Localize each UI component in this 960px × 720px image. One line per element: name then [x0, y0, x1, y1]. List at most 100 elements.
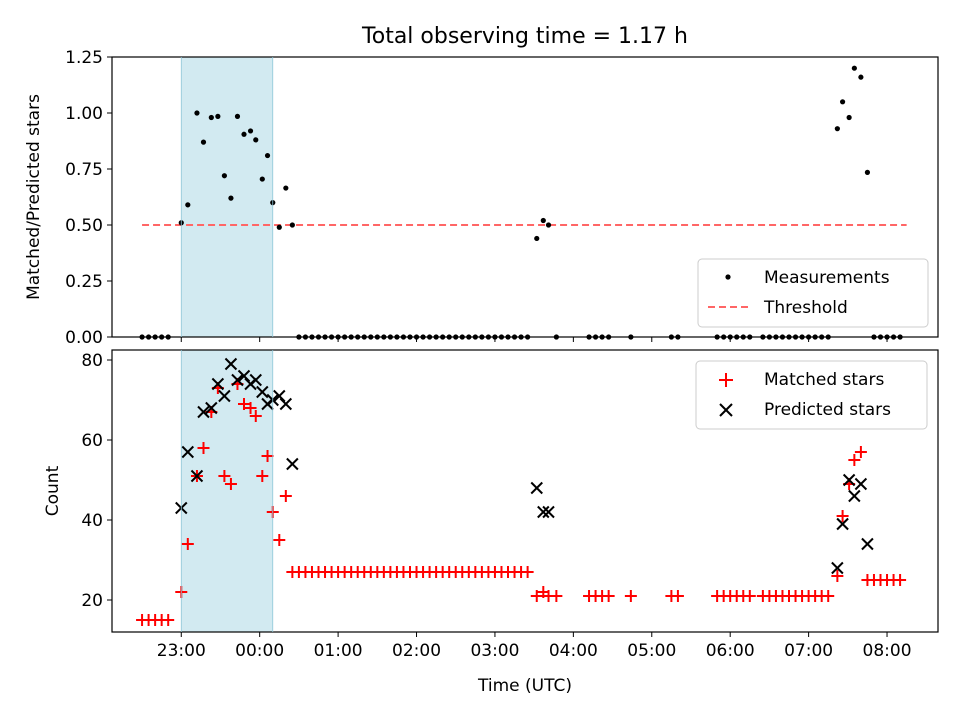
- ratio-highlight-span: [181, 57, 273, 337]
- ratio-panel: 0.00 0.25 0.50 0.75 1.00 1.25 Matched/Predict…: [24, 48, 939, 348]
- count-y-tick-label: 80: [81, 351, 103, 371]
- x-tick-label: 08:00: [863, 641, 912, 661]
- predicted-star-point: [181, 445, 195, 459]
- matched-star-point: [162, 614, 175, 626]
- measurement-point: [221, 173, 227, 179]
- predicted-star-point: [256, 385, 269, 399]
- matched-star-point: [624, 590, 637, 602]
- x-tick-label: 01:00: [314, 641, 363, 661]
- matched-star-point: [256, 470, 269, 482]
- predicted-star-point: [848, 489, 861, 503]
- count-y-tick-label: 20: [81, 591, 103, 611]
- ratio-legend: Measurements Threshold: [697, 258, 929, 328]
- predicted-star-point: [530, 481, 543, 495]
- matched-star-point: [521, 566, 534, 578]
- count-plot-frame: [111, 349, 939, 633]
- measurement-point: [283, 185, 289, 191]
- matched-star-point: [831, 570, 844, 582]
- measurement-point: [264, 152, 271, 159]
- count-y-tick-label: 60: [81, 431, 103, 451]
- measurement-point: [839, 99, 846, 105]
- predicted-star-point: [273, 389, 286, 403]
- legend-matched-label: Matched stars: [764, 370, 884, 390]
- matched-star-point: [249, 410, 262, 422]
- measurement-point: [276, 224, 282, 230]
- matched-star-point: [197, 442, 210, 454]
- measurement-point: [200, 139, 207, 145]
- measurement-point: [858, 74, 864, 80]
- ratio-y-tick-label: 0.75: [65, 160, 103, 180]
- legend-predicted-marker: [719, 403, 733, 417]
- matched-star-point: [854, 446, 867, 458]
- count-legend-box: [695, 360, 928, 430]
- matched-star-point: [836, 510, 849, 522]
- predicted-star-point: [279, 397, 293, 411]
- predicted-star-point: [224, 357, 238, 371]
- ratio-y-tick-label: 0.00: [65, 328, 103, 348]
- legend-predicted-label: Predicted stars: [764, 400, 891, 420]
- legend-threshold-label: Threshold: [763, 298, 848, 318]
- measurement-point: [851, 65, 857, 71]
- measurement-point: [259, 176, 265, 182]
- x-tick-label: 06:00: [706, 641, 755, 661]
- ratio-y-tick-label: 1.25: [65, 48, 103, 68]
- x-tick-label: 05:00: [627, 641, 676, 661]
- x-tick-label: 03:00: [470, 641, 519, 661]
- measurement-point: [289, 222, 295, 228]
- legend-matched-marker: [719, 373, 733, 387]
- x-tick-label: 02:00: [392, 641, 441, 661]
- predicted-star-point: [249, 373, 262, 387]
- predicted-star-point: [211, 377, 225, 391]
- matched-star-point: [273, 534, 286, 546]
- x-tick-label: 00:00: [235, 641, 284, 661]
- measurement-point: [534, 235, 540, 242]
- legend-measurements-label: Measurements: [764, 268, 890, 288]
- matched-star-point: [602, 590, 615, 602]
- measurement-point: [215, 113, 221, 119]
- x-axis-label: Time (UTC): [477, 676, 572, 696]
- predicted-star-point: [542, 505, 555, 519]
- ratio-y-tick-label: 0.50: [65, 216, 103, 236]
- predicted-star-point: [861, 537, 874, 551]
- x-tick-label: 04:00: [549, 641, 598, 661]
- measurement-point: [241, 131, 247, 137]
- predicted-star-point: [537, 505, 550, 519]
- measurement-point: [228, 195, 234, 201]
- measurement-point: [208, 114, 214, 121]
- matched-star-point: [261, 450, 274, 462]
- ratio-legend-box: [697, 258, 929, 328]
- predicted-star-point: [854, 477, 868, 491]
- ratio-y-tick-label: 1.00: [65, 104, 103, 124]
- measurement-point: [234, 113, 241, 119]
- predicted-star-point: [197, 405, 210, 419]
- matched-star-point: [181, 538, 194, 550]
- measurement-point: [194, 110, 200, 116]
- matched-star-point: [848, 454, 861, 466]
- matched-star-point: [743, 590, 756, 602]
- predicted-star-point: [831, 561, 844, 575]
- count-panel: 20 40 60 80 23:00 00:00 01:00 02:00 03:00 04:00 0…: [43, 349, 939, 696]
- matched-star-point: [218, 470, 231, 482]
- measurement-point: [253, 137, 259, 143]
- matched-star-point: [550, 590, 563, 602]
- predicted-star-point: [231, 373, 244, 387]
- measurement-point: [185, 202, 191, 208]
- matched-star-point: [224, 478, 237, 490]
- matched-star-point: [894, 574, 907, 586]
- measurement-point: [540, 217, 546, 224]
- measurement-point: [247, 128, 254, 134]
- x-tick-label: 07:00: [784, 641, 833, 661]
- predicted-star-point: [842, 473, 856, 487]
- measurement-point: [834, 126, 840, 132]
- matched-star-point: [238, 398, 251, 410]
- legend-measurements-marker: [725, 274, 731, 280]
- ratio-y-tick-label: 0.25: [65, 272, 103, 292]
- ratio-y-axis-label: Matched/Predicted stars: [24, 94, 44, 300]
- measurement-point: [864, 169, 871, 175]
- matched-star-point: [822, 590, 835, 602]
- matched-star-point: [671, 590, 684, 602]
- count-legend: Matched stars Predicted stars: [695, 360, 928, 430]
- x-tick-label: 23:00: [157, 641, 206, 661]
- count-y-tick-label: 40: [81, 511, 103, 531]
